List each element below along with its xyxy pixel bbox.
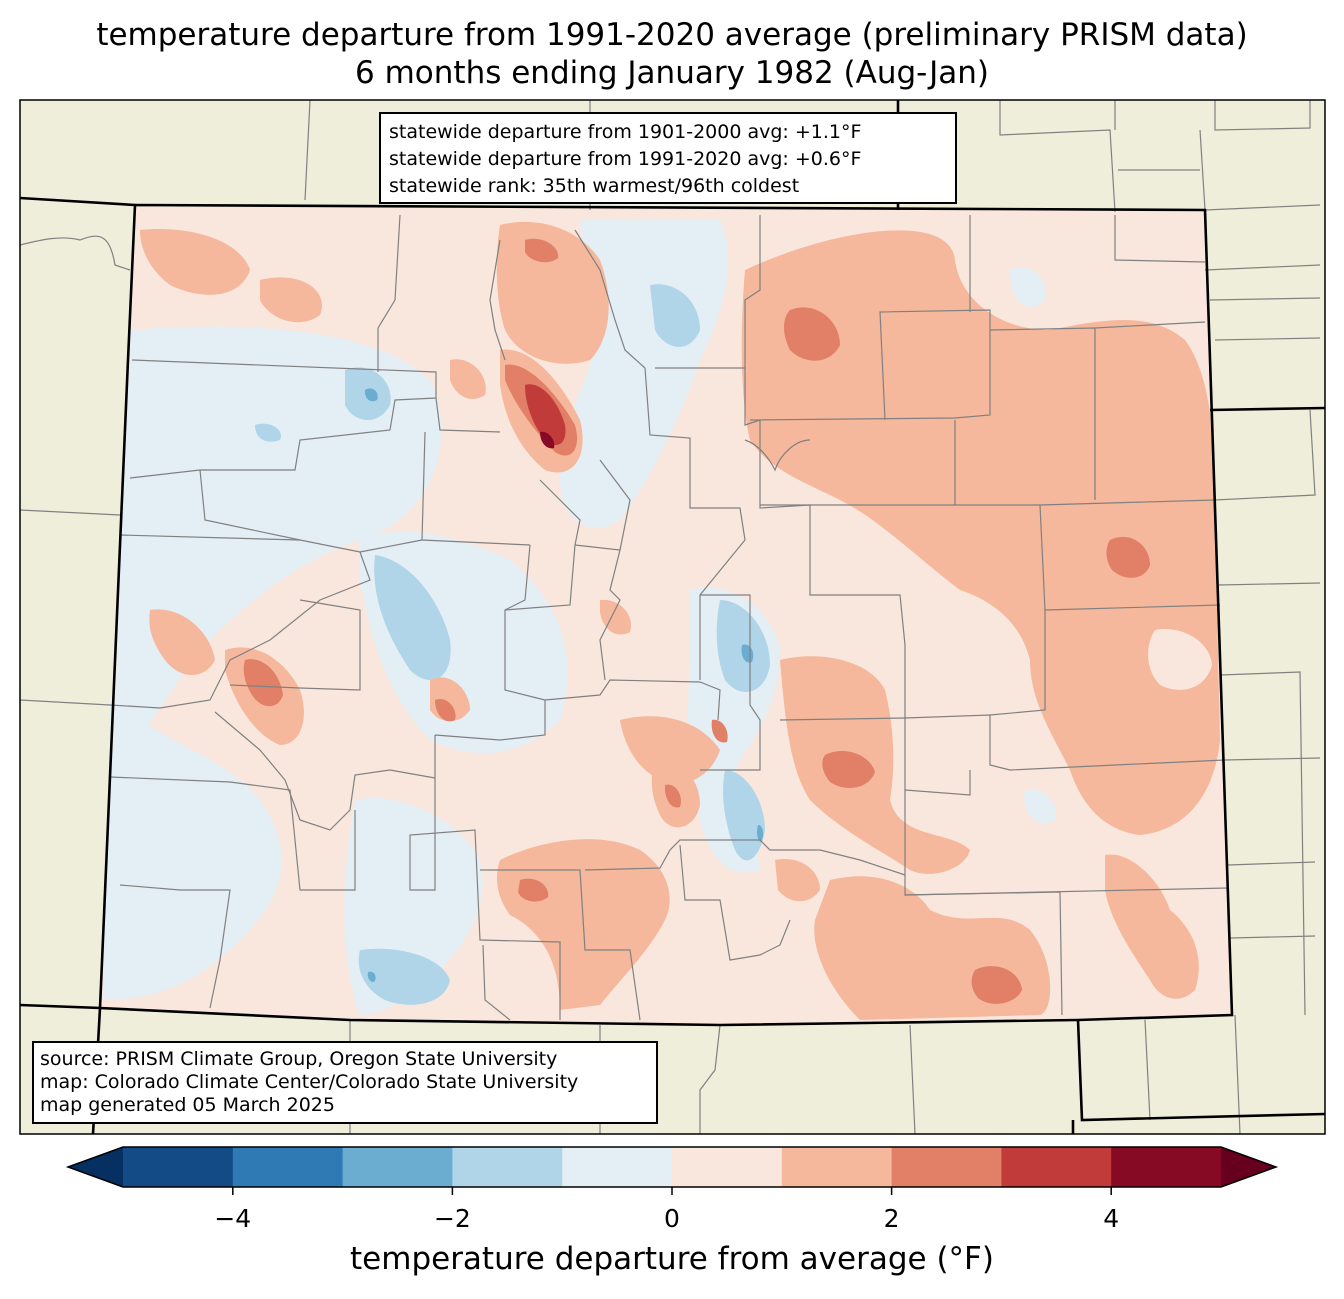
colorbar-tick-label-4: 4	[1103, 1204, 1120, 1233]
colorbar-bin-7	[891, 1147, 1002, 1187]
stats-line-1991-2020: statewide departure from 1991-2020 avg: …	[389, 148, 862, 170]
colorbar-over-arrow	[1221, 1147, 1276, 1187]
colorbar-bin-4	[562, 1147, 673, 1187]
colorbar	[65, 1146, 1279, 1195]
cool-regions	[103, 220, 1056, 1015]
very-hot-region	[525, 384, 566, 445]
source-box: source: PRISM Climate Group, Oregon Stat…	[32, 1041, 658, 1124]
colorbar-tick-label-3: 2	[883, 1204, 900, 1233]
map-title-line1: temperature departure from 1991-2020 ave…	[96, 17, 1248, 53]
colorbar-bin-6	[781, 1147, 893, 1187]
colorbar-bin-9	[1111, 1147, 1222, 1187]
colorbar-under-arrow	[68, 1147, 123, 1187]
colorbar-label: temperature departure from average (°F)	[350, 1241, 994, 1277]
colorbar-outline	[65, 1146, 1279, 1188]
colorbar-tick-label-0: −4	[214, 1204, 252, 1233]
stats-line-1901-2000: statewide departure from 1901-2000 avg: …	[389, 121, 862, 143]
cold-regions	[255, 284, 770, 1005]
statewide-stats-box: statewide departure from 1901-2000 avg: …	[379, 112, 957, 204]
map-frame	[19, 99, 1326, 1135]
map-title-line2: 6 months ending January 1982 (Aug-Jan)	[355, 55, 989, 91]
colorbar-bin-1	[232, 1147, 344, 1187]
generated-date-line: map generated 05 March 2025	[40, 1094, 335, 1116]
map-credit-line: map: Colorado Climate Center/Colorado St…	[40, 1071, 579, 1093]
colorbar-bin-2	[342, 1147, 453, 1187]
stats-line-rank: statewide rank: 35th warmest/96th coldes…	[389, 175, 800, 197]
colorbar-bin-3	[452, 1147, 563, 1187]
colorbar-tick-label-2: 0	[664, 1204, 680, 1233]
colorbar-tick-label-1: −2	[433, 1204, 471, 1233]
colorbar-bin-0	[123, 1147, 234, 1187]
county-boundaries	[19, 99, 1321, 1135]
source-line: source: PRISM Climate Group, Oregon Stat…	[40, 1048, 558, 1070]
colorbar-bin-5	[672, 1147, 783, 1187]
extreme-hot-spot	[540, 431, 555, 449]
colorbar-bin-8	[1001, 1147, 1112, 1187]
